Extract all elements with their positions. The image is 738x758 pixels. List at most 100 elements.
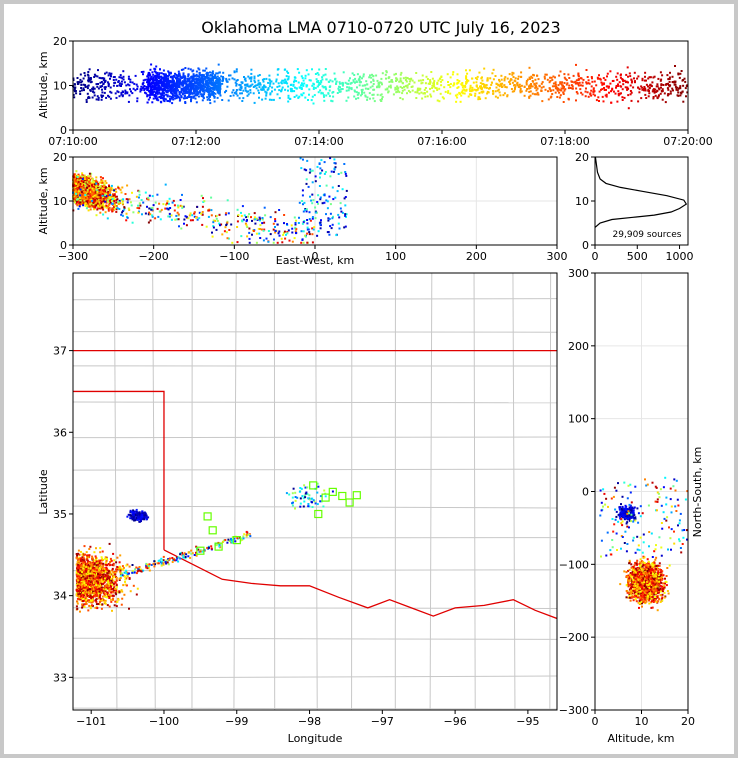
time-altitude-point: [503, 79, 506, 82]
time-altitude-point: [172, 94, 174, 97]
time-altitude-point: [325, 78, 328, 81]
east-west-point: [152, 204, 155, 207]
east-west-point: [295, 228, 298, 231]
time-altitude-point: [593, 80, 596, 83]
time-altitude-point: [246, 84, 249, 87]
east-west-point: [90, 202, 93, 205]
east-west-point: [81, 197, 84, 200]
time-altitude-point: [143, 85, 146, 87]
time-altitude-point: [481, 82, 484, 85]
time-altitude-point: [155, 80, 158, 83]
time-altitude-point: [155, 65, 158, 68]
time-altitude-point: [154, 92, 157, 95]
time-altitude-point: [134, 89, 137, 92]
east-west-point: [105, 195, 108, 198]
time-altitude-point: [87, 84, 90, 87]
time-altitude-point: [497, 83, 500, 86]
time-altitude-point: [358, 80, 361, 83]
time-altitude-point: [148, 80, 151, 83]
east-west-point: [80, 193, 83, 196]
east-west-point: [276, 241, 279, 244]
east-west-point: [85, 198, 88, 201]
time-altitude-point: [462, 84, 465, 87]
east-west-point: [173, 209, 176, 212]
east-west-point: [80, 185, 83, 188]
time-altitude-point: [681, 79, 684, 82]
time-altitude-point: [495, 86, 498, 89]
east-west-point: [326, 200, 329, 203]
time-altitude-point: [644, 93, 647, 96]
time-altitude-point: [460, 83, 463, 86]
time-altitude-point: [362, 73, 365, 76]
time-altitude-point: [500, 84, 503, 87]
time-altitude-point: [104, 72, 106, 75]
time-altitude-point: [363, 91, 366, 94]
time-altitude-point: [652, 76, 655, 79]
time-altitude-point: [432, 90, 435, 93]
east-west-point: [306, 222, 309, 225]
time-altitude-point: [124, 89, 127, 92]
east-west-point: [299, 157, 302, 160]
east-west-point: [291, 240, 294, 243]
time-altitude-point: [356, 86, 358, 89]
time-altitude-point: [598, 77, 601, 80]
time-altitude-point: [500, 74, 503, 77]
time-altitude-point: [495, 82, 498, 85]
time-altitude-point: [312, 88, 315, 90]
east-west-point: [86, 196, 89, 199]
east-west-point: [338, 227, 341, 230]
time-altitude-point: [103, 79, 106, 82]
time-altitude-point: [479, 85, 481, 88]
east-west-point: [304, 235, 307, 238]
east-west-point: [113, 200, 116, 203]
time-altitude-point: [210, 79, 213, 82]
time-altitude-point: [129, 81, 132, 84]
time-altitude-point: [357, 97, 360, 100]
east-west-point: [121, 186, 124, 189]
time-altitude-point: [213, 88, 216, 91]
east-west-point: [94, 206, 97, 209]
time-altitude-point: [347, 96, 350, 99]
time-altitude-point: [647, 77, 650, 80]
east-west-point: [188, 214, 191, 217]
time-altitude-point: [283, 81, 286, 84]
time-altitude-point: [164, 86, 167, 89]
time-altitude-point: [541, 100, 544, 103]
time-altitude-point: [192, 90, 195, 93]
time-altitude-point: [187, 75, 190, 78]
east-west-point: [225, 224, 228, 227]
time-altitude-point: [376, 79, 379, 82]
time-altitude-point: [625, 73, 628, 76]
time-altitude-point: [238, 97, 241, 100]
time-altitude-point: [432, 84, 435, 87]
east-west-point: [185, 215, 188, 218]
time-altitude-point: [388, 85, 390, 88]
east-west-point: [84, 205, 87, 207]
east-west-point: [345, 174, 348, 177]
east-west-point: [87, 199, 89, 202]
east-west-point: [183, 222, 185, 225]
time-altitude-point: [216, 96, 219, 99]
time-altitude-point: [162, 97, 165, 100]
time-altitude-point: [592, 87, 595, 90]
east-west-point: [136, 207, 139, 209]
time-altitude-point: [151, 92, 154, 95]
east-west-point: [168, 197, 171, 200]
east-west-point: [253, 216, 256, 219]
time-altitude-point: [270, 98, 273, 101]
time-altitude-point: [465, 88, 468, 91]
east-west-point: [115, 199, 118, 202]
time-altitude-point: [205, 67, 208, 70]
time-altitude-point: [667, 93, 670, 96]
east-west-point: [306, 228, 309, 231]
time-altitude-point: [598, 74, 600, 77]
time-altitude-point: [287, 75, 290, 78]
time-altitude-point: [403, 85, 405, 88]
east-west-point: [277, 232, 280, 235]
time-altitude-point: [150, 77, 153, 80]
time-altitude-point: [461, 86, 464, 89]
time-altitude-point: [408, 78, 411, 80]
time-altitude-point: [540, 89, 543, 92]
time-altitude-point: [180, 68, 183, 71]
time-altitude-point: [102, 83, 105, 86]
